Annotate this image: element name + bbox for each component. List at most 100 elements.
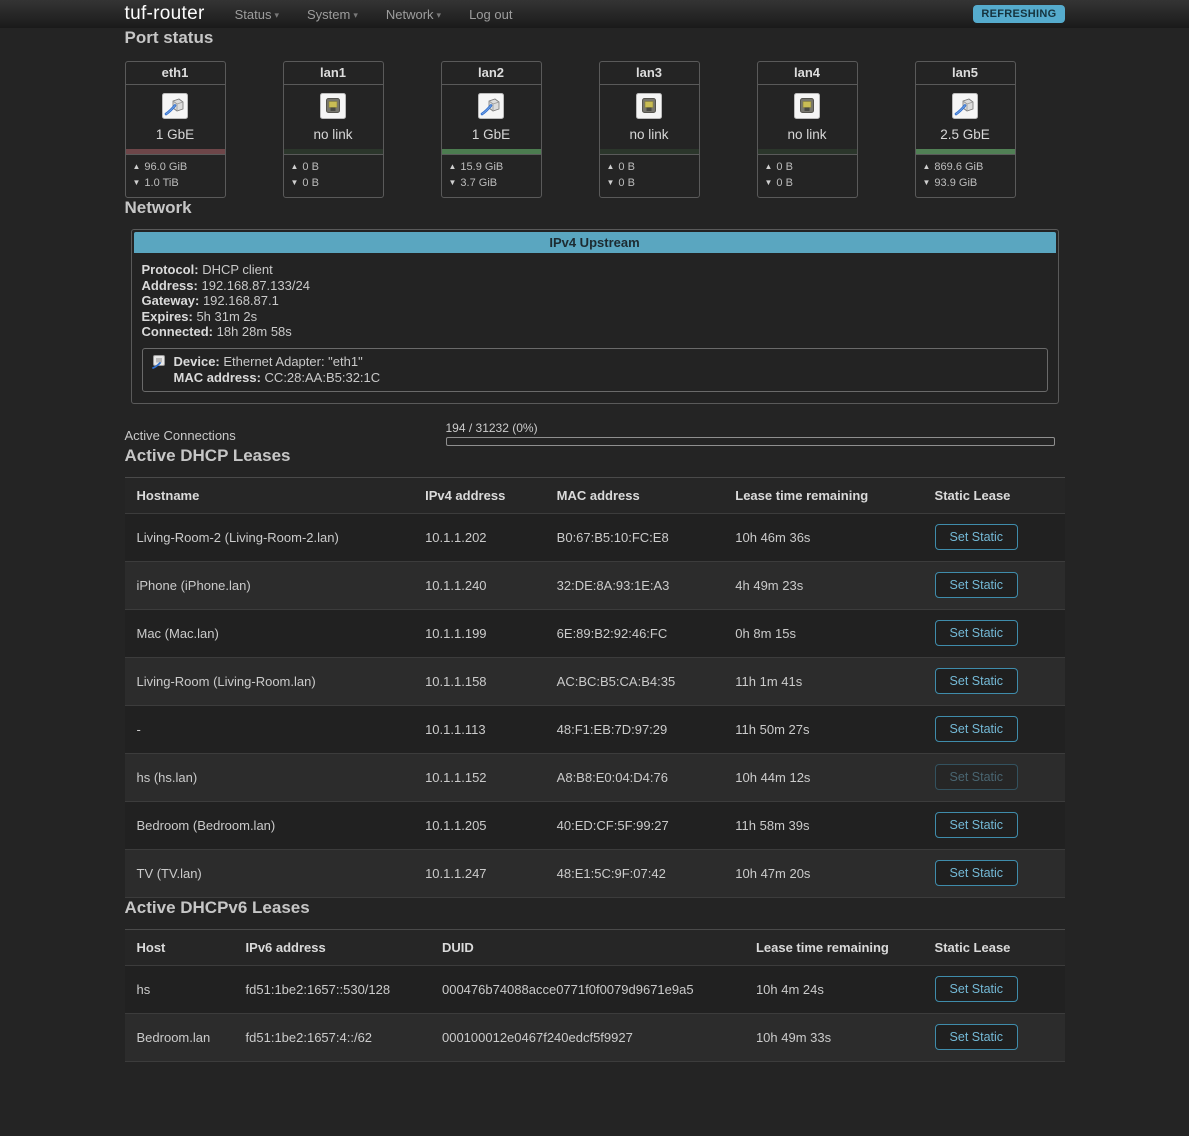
download-total: 93.9 GiB xyxy=(934,177,978,189)
set-static-button[interactable]: Set Static xyxy=(934,668,1019,694)
download-total: 1.0 TiB xyxy=(144,177,179,189)
hostname-cell: Living-Room-2 (Living-Room-2.lan) xyxy=(124,513,414,562)
table-row: iPhone (iPhone.lan) 10.1.1.240 32:DE:8A:… xyxy=(124,561,1065,610)
brand-logo: tuf-router xyxy=(124,3,205,24)
ethernet-port-icon xyxy=(636,93,662,119)
port-card-eth1: eth1 1 GbE ▲ 96.0 GiB ▼ 1.0 TiB xyxy=(124,61,226,198)
mac-cell: 32:DE:8A:93:1E:A3 xyxy=(544,561,724,610)
set-static-button[interactable]: Set Static xyxy=(934,812,1019,838)
download-icon: ▼ xyxy=(922,178,931,187)
gateway-line: Gateway: 192.168.87.1 xyxy=(141,293,279,308)
host-cell: hs xyxy=(124,965,234,1014)
col-mac: MAC address xyxy=(544,476,724,514)
mac-cell: 40:ED:CF:5F:99:27 xyxy=(544,801,724,850)
ipv4-upstream-panel: IPv4 Upstream Protocol: DHCP client Addr… xyxy=(130,229,1059,404)
dhcpv6-leases-table: Host IPv6 address DUID Lease time remain… xyxy=(124,928,1065,1062)
active-connections-value: 194 / 31232 (0%) xyxy=(445,420,538,435)
lease-time-cell: 4h 49m 23s xyxy=(723,561,923,610)
col-static-lease: Static Lease xyxy=(922,928,1065,966)
ipv4-cell: 10.1.1.205 xyxy=(413,801,545,850)
col-hostname: Hostname xyxy=(124,476,414,514)
hostname-cell: TV (TV.lan) xyxy=(124,849,414,898)
set-static-button[interactable]: Set Static xyxy=(934,572,1019,598)
ipv4-cell: 10.1.1.158 xyxy=(413,657,545,706)
port-speed: 1 GbE xyxy=(471,127,511,142)
table-row: TV (TV.lan) 10.1.1.247 48:E1:5C:9F:07:42… xyxy=(124,849,1065,898)
mac-cell: 48:E1:5C:9F:07:42 xyxy=(544,849,724,898)
upload-icon: ▲ xyxy=(290,162,299,171)
ipv4-cell: 10.1.1.240 xyxy=(413,561,545,610)
lease-time-cell: 10h 49m 33s xyxy=(743,1013,923,1062)
hostname-cell: Bedroom (Bedroom.lan) xyxy=(124,801,414,850)
port-speed: 1 GbE xyxy=(155,127,195,142)
upload-total: 0 B xyxy=(776,161,793,173)
active-connections-row: Active Connections 194 / 31232 (0%) xyxy=(125,421,1065,446)
lease-time-cell: 10h 44m 12s xyxy=(723,753,923,802)
lease-time-cell: 10h 47m 20s xyxy=(723,849,923,898)
port-speed: 2.5 GbE xyxy=(940,127,990,142)
set-static-button[interactable]: Set Static xyxy=(934,524,1019,550)
ipv4-upstream-header: IPv4 Upstream xyxy=(133,232,1056,253)
nav-item-system[interactable]: System ▾ xyxy=(306,6,358,22)
port-name: lan1 xyxy=(283,62,383,85)
upload-icon: ▲ xyxy=(764,162,773,171)
duid-cell: 000476b74088acce0771f0f0079d9671e9a5 xyxy=(429,965,744,1014)
chevron-down-icon: ▾ xyxy=(274,9,279,20)
upload-total: 0 B xyxy=(618,161,635,173)
ipv4-cell: 10.1.1.202 xyxy=(413,513,545,562)
ipv4-cell: 10.1.1.152 xyxy=(413,753,545,802)
device-line: Device: Ethernet Adapter: "eth1" xyxy=(173,353,363,369)
port-name: lan5 xyxy=(915,62,1015,85)
col-duid: DUID xyxy=(429,928,744,966)
nav-item-status[interactable]: Status ▾ xyxy=(234,6,279,22)
table-row: Living-Room (Living-Room.lan) 10.1.1.158… xyxy=(124,657,1065,706)
connected-line: Connected: 18h 28m 58s xyxy=(141,324,292,339)
port-card-lan1: lan1 no link ▲ 0 B ▼ 0 B xyxy=(282,61,384,198)
active-connections-progressbar xyxy=(445,436,1055,446)
mac-cell: B0:67:B5:10:FC:E8 xyxy=(544,513,724,562)
set-static-button[interactable]: Set Static xyxy=(934,716,1019,742)
refreshing-badge[interactable]: REFRESHING xyxy=(973,5,1065,23)
upload-icon: ▲ xyxy=(132,162,141,171)
ethernet-plug-icon xyxy=(162,93,188,119)
set-static-button[interactable]: Set Static xyxy=(934,1024,1019,1050)
port-traffic-bar xyxy=(441,149,541,154)
nav-item-network[interactable]: Network ▾ xyxy=(385,6,442,22)
set-static-button[interactable]: Set Static xyxy=(934,764,1019,790)
col-host: Host xyxy=(124,928,234,966)
port-speed: no link xyxy=(313,127,353,142)
port-traffic-bar xyxy=(283,149,383,154)
download-icon: ▼ xyxy=(132,178,141,187)
port-name: eth1 xyxy=(125,62,225,85)
ipv4-cell: 10.1.1.113 xyxy=(413,705,545,754)
ethernet-port-icon xyxy=(320,93,346,119)
col-static-lease: Static Lease xyxy=(922,476,1065,514)
port-traffic-bar xyxy=(915,149,1015,154)
address-line: Address: 192.168.87.133/24 xyxy=(141,277,310,293)
port-name: lan2 xyxy=(441,62,541,85)
top-navbar: tuf-router Status ▾ System ▾ Network ▾ Log … xyxy=(0,0,1189,28)
dhcpv6-leases-title: Active DHCPv6 Leases xyxy=(124,897,310,917)
download-total: 0 B xyxy=(618,177,635,189)
active-connections-label: Active Connections xyxy=(124,427,236,443)
port-speed: no link xyxy=(787,127,827,142)
hostname-cell: - xyxy=(124,705,414,754)
mac-cell: AC:BC:B5:CA:B4:35 xyxy=(544,657,724,706)
hostname-cell: iPhone (iPhone.lan) xyxy=(124,561,414,610)
lease-time-cell: 10h 46m 36s xyxy=(723,513,923,562)
hostname-cell: hs (hs.lan) xyxy=(124,753,414,802)
table-row: Living-Room-2 (Living-Room-2.lan) 10.1.1… xyxy=(124,513,1065,562)
set-static-button[interactable]: Set Static xyxy=(934,620,1019,646)
port-card-lan3: lan3 no link ▲ 0 B ▼ 0 B xyxy=(598,61,700,198)
set-static-button[interactable]: Set Static xyxy=(934,976,1019,1002)
table-header-row: Hostname IPv4 address MAC address Lease … xyxy=(124,476,1065,514)
nav-item-logout[interactable]: Log out xyxy=(469,6,513,22)
col-ipv6: IPv6 address xyxy=(233,928,430,966)
set-static-button[interactable]: Set Static xyxy=(934,860,1019,886)
port-name: lan4 xyxy=(757,62,857,85)
chevron-down-icon: ▾ xyxy=(353,9,358,20)
lease-time-cell: 11h 58m 39s xyxy=(723,801,923,850)
mac-line: MAC address: CC:28:AA:B5:32:1C xyxy=(173,369,381,385)
lease-time-cell: 0h 8m 15s xyxy=(723,609,923,658)
ipv4-cell: 10.1.1.247 xyxy=(413,849,545,898)
